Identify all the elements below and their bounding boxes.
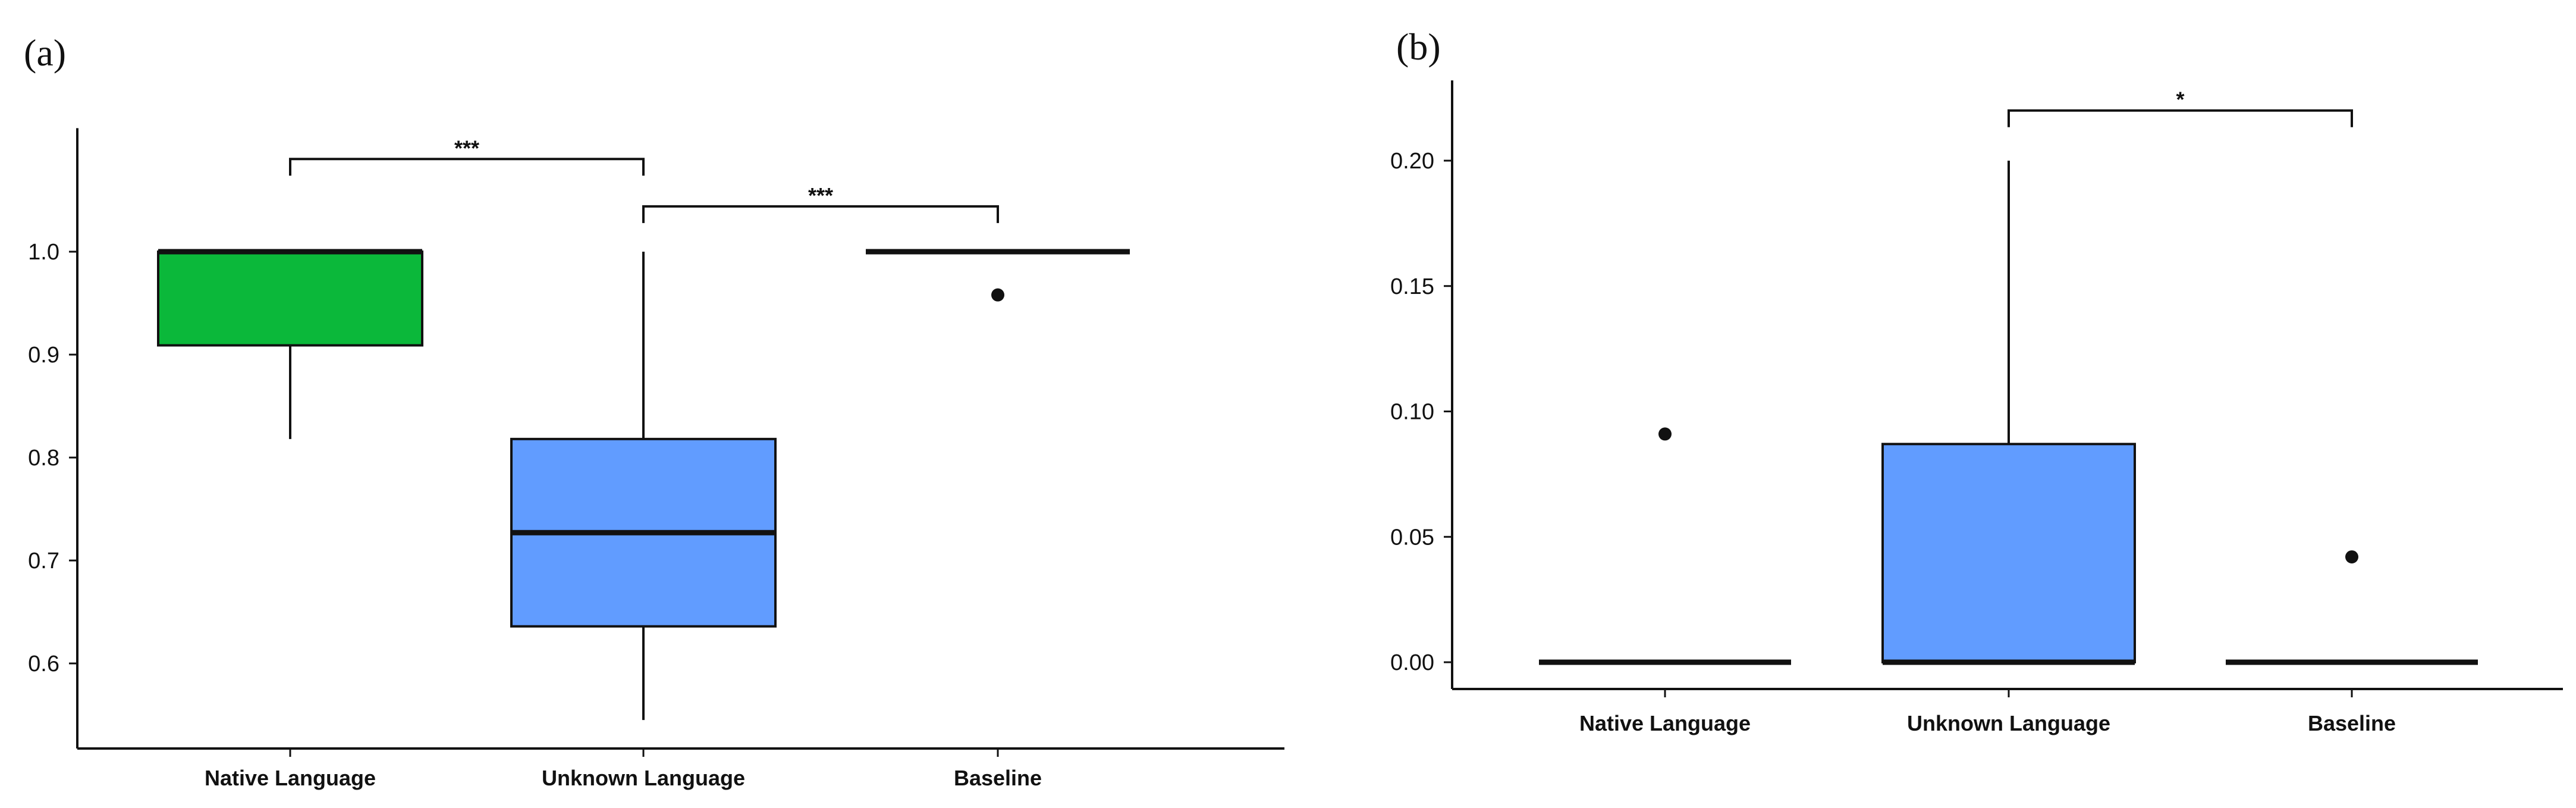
x-category-label: Baseline <box>2308 711 2396 735</box>
significance-label: *** <box>454 136 479 160</box>
x-category-label: Unknown Language <box>542 766 745 790</box>
panel-a-plot-area: 0.6 0.7 0.8 0.9 1.0 Native Language Unknown La… <box>28 128 1284 790</box>
iqr-box <box>157 250 423 347</box>
panel-a: (a) 0.6 0.7 0.8 0.9 1.0 Native Language Unknow… <box>24 32 1284 790</box>
y-tick-label: 1.0 <box>28 240 59 265</box>
y-tick-label: 0.8 <box>28 446 59 471</box>
y-tick-label: 0.9 <box>28 343 59 368</box>
significance-bracket <box>642 205 999 223</box>
y-tick-label: 0.7 <box>28 549 59 574</box>
x-category-label: Baseline <box>954 766 1042 790</box>
significance-bracket <box>2008 109 2353 127</box>
y-tick-label: 0.05 <box>1390 525 1434 550</box>
y-tick-label: 0.6 <box>28 652 59 677</box>
panel-b-label: (b) <box>1396 26 1441 68</box>
x-category-label: Unknown Language <box>1907 711 2110 735</box>
y-tick-label: 0.00 <box>1390 650 1434 675</box>
x-category-label: Native Language <box>1579 711 1751 735</box>
x-category-label: Native Language <box>205 766 376 790</box>
panel-b-plot-area: 0.00 0.05 0.10 0.15 0.20 Native Language Unkno… <box>1390 80 2563 735</box>
y-tick-label: 0.10 <box>1390 400 1434 425</box>
outlier-point <box>2345 550 2358 563</box>
panel-a-label: (a) <box>24 32 66 74</box>
significance-label: * <box>2176 87 2184 112</box>
significance-bracket <box>289 158 645 176</box>
outlier-point <box>991 288 1004 302</box>
y-tick-label: 0.20 <box>1390 149 1434 174</box>
panel-b: (b) 0.00 0.05 0.10 0.15 0.20 Native Language U… <box>1390 26 2563 735</box>
significance-label: *** <box>808 183 833 208</box>
iqr-box <box>1881 443 2136 663</box>
y-tick-label: 0.15 <box>1390 274 1434 299</box>
outlier-point <box>1658 427 1672 441</box>
